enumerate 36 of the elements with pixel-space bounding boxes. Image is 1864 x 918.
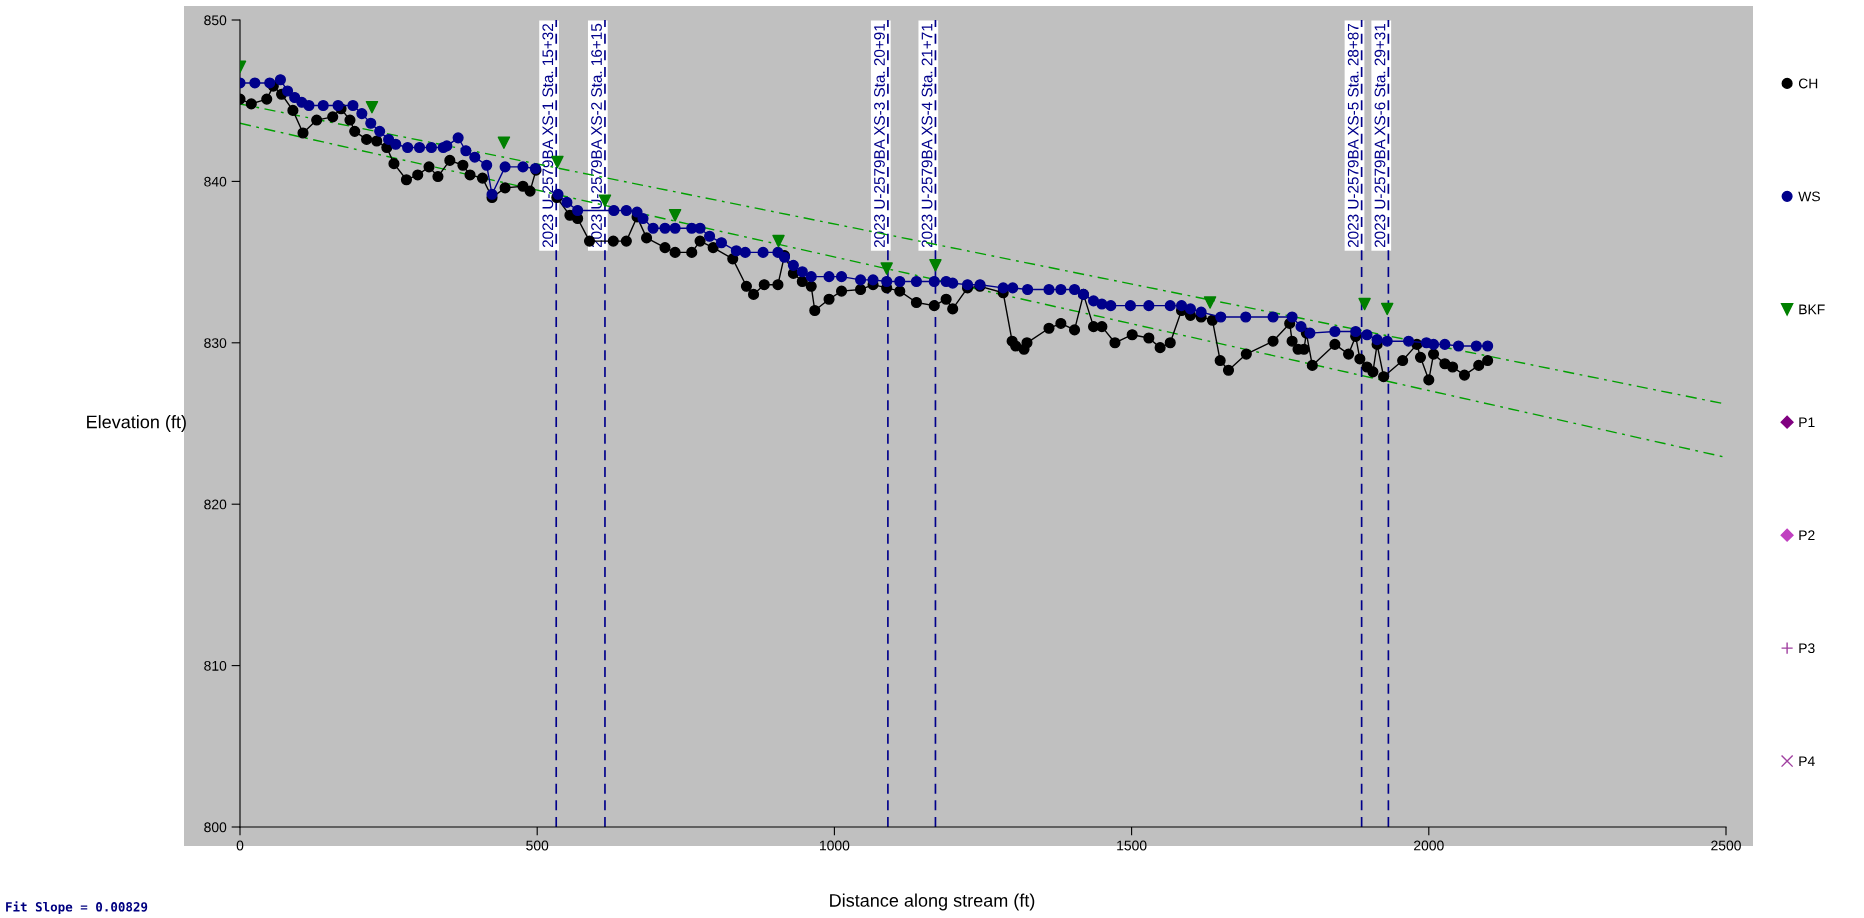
point — [929, 259, 942, 272]
legend-label: P2 — [1799, 530, 1815, 541]
legend-label: P3 — [1799, 643, 1815, 654]
point — [1380, 302, 1394, 316]
legend-label: BKF — [1799, 304, 1825, 315]
point — [1203, 296, 1217, 309]
y-axis-title: Elevation (ft) — [87, 415, 186, 432]
y-tick-label: 840 — [204, 176, 227, 187]
x-tick-label: 2500 — [1711, 840, 1741, 851]
text: Fit Slope = 0.00829 — [6, 901, 148, 914]
ref-line-label: 2023 U-2579BA XS-4 Sta. 21+71 — [921, 23, 933, 248]
x-axis-title: Distance along stream (ft) — [830, 893, 1035, 911]
point — [772, 234, 785, 248]
point — [880, 262, 893, 275]
y-tick-label: 810 — [204, 660, 227, 671]
ref-line-label: 2023 U-2579BA XS-6 Sta. 29+31 — [1374, 23, 1386, 248]
x-tick-label: 1000 — [820, 840, 850, 851]
x-tick-label: 1500 — [1117, 840, 1147, 851]
ref-line-label: 2023 U-2579BA XS-3 Sta. 20+91 — [874, 23, 885, 248]
legend-label: WS — [1798, 191, 1820, 202]
point — [497, 136, 511, 149]
y-tick-label: 830 — [204, 338, 227, 348]
x-tick-label: 0 — [236, 840, 244, 851]
ref-line-label: 2023 U-2579BA XS-5 Sta. 28+87 — [1347, 23, 1359, 248]
x-tick-label: 2000 — [1414, 840, 1444, 851]
y-tick-label: 800 — [204, 822, 227, 833]
legend-label: P4 — [1799, 756, 1815, 766]
y-tick-label: 820 — [204, 499, 227, 510]
legend-label: CH — [1798, 78, 1818, 89]
point — [365, 100, 379, 114]
y-tick-label: 850 — [204, 15, 227, 26]
legend-label: P1 — [1799, 417, 1815, 428]
x-tick-label: 500 — [526, 840, 549, 851]
point — [1358, 297, 1371, 311]
point — [668, 209, 682, 222]
ref-line-label: 2023 U-2579BA XS-1 Sta. 15+32 — [542, 23, 554, 248]
